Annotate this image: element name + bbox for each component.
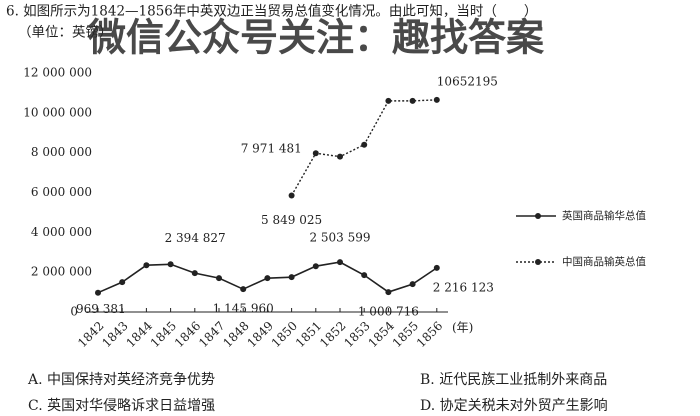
value-label: 2 394 827: [165, 231, 226, 245]
x-tick-label: 1850: [269, 319, 300, 350]
point: [167, 261, 174, 268]
y-tick-label: 4 000 000: [31, 225, 92, 239]
option[interactable]: A. 中国保持对英经济竞争优势: [27, 371, 215, 388]
point: [95, 289, 101, 296]
point: [409, 281, 416, 288]
watermark: 微信公众号关注：趣找答案: [87, 16, 545, 60]
value-label: 7 971 481: [241, 142, 302, 156]
y-tick-label: 12 000 000: [23, 66, 92, 80]
value-label: 5 849 025: [261, 213, 322, 227]
value-label: 1 145 960: [213, 302, 274, 316]
x-tick-label: 1844: [123, 318, 155, 350]
y-tick-label: 8 000 000: [31, 145, 92, 159]
option[interactable]: C. 英国对华侵略诉求日益增强: [28, 397, 215, 414]
point: [433, 264, 440, 271]
point: [143, 262, 150, 269]
point: [361, 272, 368, 279]
option[interactable]: B. 近代民族工业抵制外来商品: [420, 372, 607, 388]
point: [433, 96, 440, 103]
legend-marker: [535, 259, 541, 265]
point: [337, 153, 343, 160]
legend-marker: [535, 213, 541, 219]
point: [409, 97, 416, 104]
x-tick-label: 1853: [341, 319, 372, 350]
point: [240, 286, 247, 293]
x-tick-label: 1846: [172, 319, 203, 350]
value-label: 1 000 716: [358, 305, 419, 319]
point: [119, 279, 126, 286]
value-label: 2 216 123: [433, 280, 494, 294]
point: [385, 289, 392, 296]
point: [264, 275, 271, 282]
x-tick-label: 1847: [196, 319, 227, 350]
x-unit: (年): [452, 321, 473, 335]
point: [216, 275, 222, 282]
y-tick-label: 2 000 000: [31, 265, 92, 279]
x-tick-label: 1855: [390, 319, 421, 350]
x-tick-label: 1848: [220, 319, 251, 350]
y-tick-label: 0: [70, 305, 78, 319]
option[interactable]: D. 协定关税未对外贸产生影响: [420, 398, 608, 414]
unit: （单位：英镑）: [18, 24, 113, 41]
y-tick-label: 10 000 000: [23, 105, 92, 119]
point: [312, 263, 319, 270]
point: [361, 141, 368, 148]
point: [191, 270, 198, 277]
x-tick-label: 1842: [75, 319, 106, 350]
x-tick-label: 1851: [293, 319, 324, 350]
value-label: 10652195: [437, 74, 498, 88]
x-tick-label: 1843: [99, 319, 130, 350]
point: [288, 192, 295, 199]
point: [385, 97, 392, 104]
value-label: 2 503 599: [309, 231, 370, 245]
point: [312, 150, 319, 157]
x-tick-label: 1856: [414, 319, 445, 350]
value-label: 969 381: [76, 302, 126, 316]
x-tick-label: 1849: [244, 319, 275, 350]
x-tick-label: 1845: [148, 319, 179, 350]
question-stem: 6. 如图所示为1842—1856年中英双边正当贸易总值变化情况。由此可知，当时…: [6, 3, 537, 20]
legend-label: 中国商品输英总值: [562, 255, 646, 268]
legend-label: 英国商品输华总值: [562, 209, 646, 222]
y-tick-label: 6 000 000: [31, 185, 92, 199]
x-tick-label: 1852: [317, 319, 348, 350]
point: [288, 274, 295, 281]
x-tick-label: 1854: [365, 318, 397, 350]
point: [337, 259, 343, 266]
